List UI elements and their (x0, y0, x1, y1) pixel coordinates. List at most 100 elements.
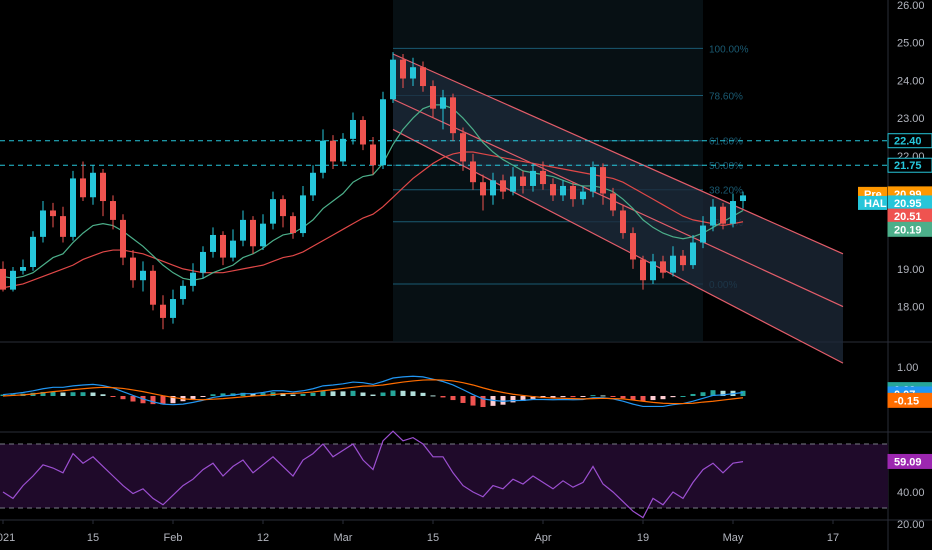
macd-histogram-bar (0, 394, 6, 396)
candle (60, 206, 66, 243)
macd-histogram-bar (530, 396, 536, 399)
macd-tick-label: 1.00 (897, 362, 918, 374)
candle-body (700, 225, 706, 243)
candle-body (30, 236, 36, 268)
macd-histogram-bar (150, 396, 156, 405)
time-tick-label: 2021 (0, 532, 15, 544)
candle-body (120, 219, 126, 258)
macd-histogram-bar (650, 396, 656, 401)
fib-level-label: 78.60% (709, 91, 743, 102)
macd-histogram-bar (410, 391, 416, 396)
candle-body (330, 140, 336, 162)
candle-body (50, 210, 56, 217)
candle-body (210, 234, 216, 252)
time-tick-label: 17 (827, 532, 839, 544)
candle (160, 295, 166, 330)
candle-body (10, 270, 16, 290)
candle-body (380, 99, 386, 166)
candle-body (690, 242, 696, 266)
macd-histogram-bar (370, 394, 376, 396)
candle (720, 202, 726, 230)
candle (100, 168, 106, 217)
candle (110, 195, 116, 230)
macd-histogram-bar (60, 392, 66, 396)
macd-histogram-bar (190, 396, 196, 399)
candles (0, 52, 746, 330)
macd-histogram-bar (440, 396, 446, 398)
candle (520, 170, 526, 194)
candle-body (240, 219, 246, 241)
candle-body (650, 261, 656, 281)
candle (10, 267, 16, 292)
regression-channel[interactable] (392, 53, 844, 364)
price-tag-label: 20.95 (894, 198, 922, 210)
candle (490, 172, 496, 205)
candle (270, 191, 276, 230)
macd-histogram-bar (40, 391, 46, 396)
candle (590, 161, 596, 198)
macd-histogram-bar (260, 393, 266, 396)
candle-body (260, 223, 266, 247)
candle (450, 93, 456, 141)
macd-histogram-bar (290, 394, 296, 396)
candle-body (80, 178, 86, 198)
price-axis[interactable]: 26.0025.0024.0023.0022.0019.0018.001.006… (858, 0, 932, 531)
macd-histogram-bar (210, 394, 216, 396)
macd-histogram-bar (700, 392, 706, 396)
macd-histogram-bar (720, 390, 726, 396)
horizontal-lines[interactable] (0, 140, 888, 166)
time-tick-label: 19 (637, 532, 649, 544)
time-tick-label: 15 (427, 532, 439, 544)
price-tag: 22.40 (887, 133, 932, 149)
macd-histogram-bar (140, 396, 146, 404)
candle-body (740, 195, 746, 202)
macd-histogram-bar (590, 395, 596, 397)
candle (410, 57, 416, 87)
macd-histogram-bar (470, 396, 476, 406)
macd-histogram-bar (680, 396, 686, 397)
candle-body (290, 216, 296, 234)
candle (620, 204, 626, 239)
candle (90, 165, 96, 205)
candle-body (570, 185, 576, 200)
candle-body (100, 172, 106, 202)
candle-body (150, 270, 156, 305)
signal-line (2, 379, 744, 405)
candle (370, 136, 376, 175)
candle (230, 229, 236, 262)
price-tick-label: 24.00 (897, 75, 925, 87)
macd-histogram-bar (520, 396, 526, 401)
price-tag-label: 22.40 (894, 136, 922, 148)
macd-histogram-bar (500, 396, 506, 405)
macd-histogram-bar (300, 393, 306, 396)
candle (170, 289, 176, 324)
candle (730, 193, 736, 228)
candle (710, 199, 716, 232)
candle (480, 174, 486, 211)
macd-histogram-bar (620, 396, 626, 399)
price-tick-label: 19.00 (897, 264, 925, 276)
macd-histogram-bar (460, 396, 466, 403)
macd-histogram-bar (600, 395, 606, 397)
macd-pane (0, 375, 746, 408)
price-tag: HAL 20.95 (858, 195, 932, 211)
candle-body (170, 299, 176, 318)
candle (50, 202, 56, 228)
candle (670, 246, 676, 277)
candle (260, 214, 266, 251)
candle-body (480, 182, 486, 196)
candle (390, 52, 396, 104)
candle (420, 61, 426, 92)
candle-body (300, 195, 306, 234)
macd-histogram-bar (200, 396, 206, 397)
fib-level-label: 61.80% (709, 137, 743, 148)
time-axis[interactable]: 2021 15 Feb 12 Mar 15 Apr 19 May 17 (0, 520, 839, 544)
channel-fill (393, 54, 843, 364)
macd-histogram-bar (420, 392, 426, 396)
macd-histogram-bar (380, 392, 386, 396)
macd-histogram-bar (740, 390, 746, 396)
candle-body (110, 201, 116, 220)
candle-body (610, 193, 616, 211)
candle (690, 234, 696, 269)
